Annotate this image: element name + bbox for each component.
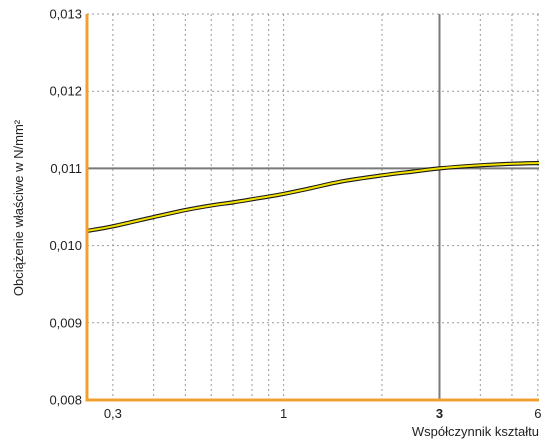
y-tick-label-4: 0,012	[49, 84, 82, 99]
x-tick-label-3: 6	[534, 406, 541, 421]
axis-layer	[85, 14, 539, 402]
series-layer	[86, 160, 540, 233]
x-tick-label-1: 1	[280, 406, 287, 421]
y-tick-label-1: 0,009	[49, 315, 82, 330]
tick-labels: 0,008 0,009 0,010 0,011 0,012 0,013 0,3 1 3 6	[49, 7, 541, 422]
x-tick-label-2: 3	[436, 406, 443, 421]
series-0-line	[86, 162, 540, 232]
y-tick-label-3: 0,011	[50, 161, 82, 176]
reference-lines	[87, 14, 539, 400]
y-tick-label-5: 0,013	[49, 7, 82, 22]
x-tick-label-0: 0,3	[104, 406, 122, 421]
x-axis-title: Współczynnik kształtu	[412, 424, 539, 439]
y-axis-title: Obciążenie właściwe w N/mm²	[11, 119, 26, 296]
y-tick-label-2: 0,010	[49, 238, 82, 253]
series-0-line-outline	[86, 160, 540, 233]
y-tick-label-0: 0,008	[49, 393, 82, 408]
grid-layer	[87, 13, 539, 401]
